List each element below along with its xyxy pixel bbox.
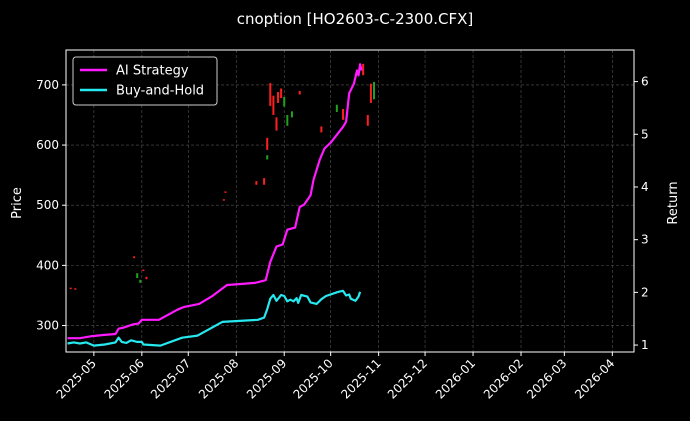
x-tick-label: 2025-12 xyxy=(385,356,430,401)
y-left-tick-label: 500 xyxy=(36,198,59,212)
candle-bar xyxy=(266,137,269,150)
candle-bar xyxy=(272,95,275,115)
candle-bar xyxy=(335,104,338,112)
series-lines xyxy=(67,63,363,347)
y-left-tick-label: 300 xyxy=(36,319,59,333)
x-tick-label: 2026-01 xyxy=(433,356,478,401)
candle-bar xyxy=(133,256,136,259)
candle-bar xyxy=(275,117,278,131)
y-axis-right: 1 2 3 4 5 6 xyxy=(634,75,649,352)
x-tick-label: 2025-08 xyxy=(196,356,241,401)
candle-bar xyxy=(372,81,375,100)
legend-label: AI Strategy xyxy=(116,64,189,79)
candle-bar xyxy=(255,181,258,185)
series-line-buy-and-hold xyxy=(67,289,362,347)
candle-bar xyxy=(277,92,280,103)
x-tick-label: 2026-04 xyxy=(572,356,617,401)
candle-bar xyxy=(290,111,293,118)
candles xyxy=(69,63,375,290)
y-axis-left: 300 400 500 600 700 xyxy=(36,78,66,333)
candle-bar xyxy=(145,276,148,280)
legend-box xyxy=(72,56,218,106)
x-tick-label: 2025-11 xyxy=(338,356,383,401)
candle-bar xyxy=(139,279,142,283)
x-axis: 2025-05 2025-06 2025-07 2025-08 2025-09 2025-… xyxy=(54,352,617,402)
x-tick-label: 2026-02 xyxy=(481,356,526,401)
chart-title: cnoption [HO2603-C-2300.CFX] xyxy=(237,10,474,28)
candle-bar xyxy=(266,155,269,160)
x-tick-label: 2025-05 xyxy=(54,356,99,401)
candle-bar xyxy=(320,126,323,133)
x-tick-label: 2025-07 xyxy=(148,356,193,401)
x-tick-label: 2025-06 xyxy=(102,356,147,401)
y-right-tick-label: 3 xyxy=(641,233,649,247)
candle-bar xyxy=(286,114,289,126)
candle-bar xyxy=(280,88,283,99)
candle-bar xyxy=(263,178,266,185)
candle-bar xyxy=(342,108,345,120)
y-right-tick-label: 2 xyxy=(641,285,649,299)
candle-bar xyxy=(74,288,77,290)
x-tick-label: 2025-09 xyxy=(244,356,289,401)
y-left-tick-label: 600 xyxy=(36,138,59,152)
y-right-tick-label: 5 xyxy=(641,127,649,141)
candle-bar xyxy=(366,114,369,126)
y-left-tick-label: 400 xyxy=(36,258,59,272)
candle-bar xyxy=(369,83,372,103)
y-right-tick-label: 6 xyxy=(641,75,649,89)
candle-bar xyxy=(142,269,145,272)
legend: AI Strategy Buy-and-Hold xyxy=(72,56,218,106)
candle-bar xyxy=(224,191,227,193)
candle-bar xyxy=(222,199,225,201)
candle-bar xyxy=(298,90,301,95)
candle-bar xyxy=(362,63,365,76)
y-left-tick-label: 700 xyxy=(36,78,59,92)
y-right-tick-label: 1 xyxy=(641,338,649,352)
candle-bar xyxy=(69,287,72,290)
x-tick-label: 2026-03 xyxy=(524,356,569,401)
plot-frame xyxy=(65,49,635,353)
y-axis-right-label: Return xyxy=(666,181,681,224)
candle-bar xyxy=(283,96,286,107)
candle-bar xyxy=(136,273,139,279)
legend-label: Buy-and-Hold xyxy=(116,84,204,99)
series-line-ai-strategy xyxy=(67,63,363,340)
y-right-tick-label: 4 xyxy=(641,180,649,194)
x-tick-label: 2025-10 xyxy=(290,356,335,401)
candle-bar xyxy=(269,83,272,106)
y-axis-left-label: Price xyxy=(10,187,25,219)
